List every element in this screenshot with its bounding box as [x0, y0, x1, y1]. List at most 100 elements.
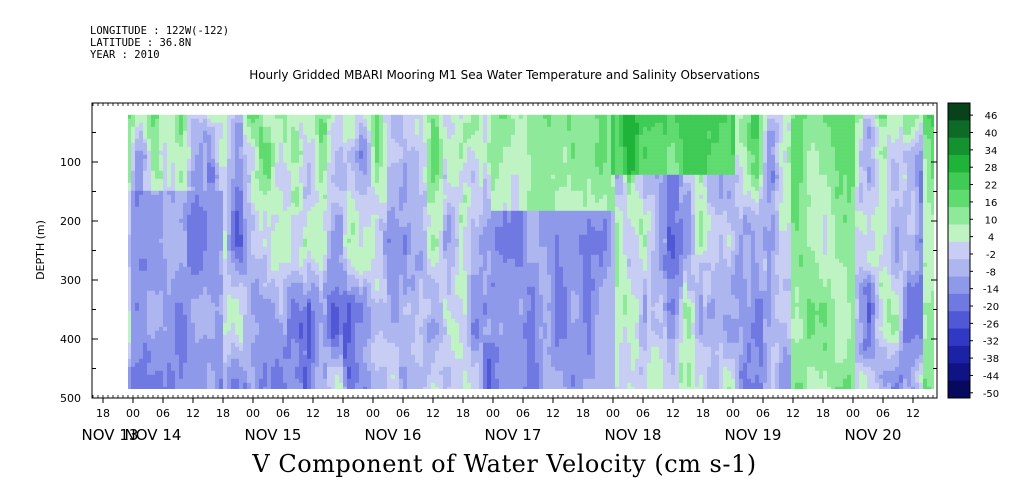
heatmap-cell [247, 302, 252, 308]
heatmap-cell [311, 274, 316, 280]
heatmap-cell [387, 118, 392, 124]
heatmap-cell [251, 230, 256, 236]
heatmap-cell [223, 322, 228, 328]
heatmap-cell [131, 230, 136, 236]
heatmap-cell [367, 306, 372, 312]
heatmap-cell [387, 298, 392, 304]
heatmap-cell [147, 258, 152, 264]
heatmap-cell [315, 114, 320, 120]
heatmap-cell [167, 186, 172, 192]
heatmap-cell [327, 182, 332, 188]
heatmap-cell [375, 270, 380, 276]
heatmap-cell [267, 298, 272, 304]
heatmap-cell [207, 302, 212, 308]
heatmap-cell [191, 198, 196, 204]
heatmap-cell [187, 154, 192, 160]
heatmap-cell [131, 286, 136, 292]
heatmap-cell [315, 370, 320, 376]
heatmap-cell [163, 242, 168, 248]
heatmap-cell [307, 310, 312, 316]
heatmap-cell [303, 162, 308, 168]
heatmap-cell [387, 226, 392, 232]
heatmap-cell [167, 314, 172, 320]
heatmap-cell [287, 166, 292, 172]
heatmap-cell [131, 226, 136, 232]
heatmap-cell [191, 310, 196, 316]
heatmap-cell [175, 306, 180, 312]
heatmap-cell [163, 234, 168, 240]
heatmap-cell [335, 294, 340, 300]
heatmap-cell [315, 158, 320, 164]
heatmap-cell [371, 302, 376, 308]
heatmap-cell [379, 230, 384, 236]
heatmap-cell [291, 178, 296, 184]
heatmap-cell [259, 242, 264, 248]
heatmap-cell [295, 258, 300, 264]
heatmap-cell [331, 190, 336, 196]
heatmap-cell [163, 350, 168, 356]
heatmap-cell [287, 142, 292, 148]
heatmap-cell [235, 250, 240, 256]
heatmap-cell [379, 250, 384, 256]
heatmap-cell [179, 298, 184, 304]
heatmap-cell [327, 150, 332, 156]
heatmap-cell [295, 386, 300, 389]
heatmap-cell [283, 254, 288, 260]
heatmap-cell [331, 214, 336, 220]
heatmap-cell [227, 362, 232, 368]
heatmap-cell [183, 350, 188, 356]
heatmap-cell [403, 350, 408, 356]
heatmap-cell [399, 234, 404, 240]
heatmap-cell [255, 174, 260, 180]
heatmap-cell [203, 314, 208, 320]
heatmap-cell [295, 346, 300, 352]
heatmap-cell [383, 346, 388, 352]
heatmap-cell [183, 290, 188, 296]
heatmap-cell [279, 230, 284, 236]
heatmap-cell [283, 218, 288, 224]
heatmap-cell [375, 310, 380, 316]
heatmap-cell [335, 134, 340, 140]
heatmap-cell [355, 210, 360, 216]
heatmap-cell [167, 326, 172, 332]
heatmap-cell [263, 142, 268, 148]
heatmap-cell [287, 318, 292, 324]
heatmap-cell [267, 190, 272, 196]
heatmap-cell [259, 354, 264, 360]
heatmap-cell [335, 254, 340, 260]
heatmap-cell [207, 134, 212, 140]
heatmap-cell [123, 219, 128, 224]
heatmap-cell [323, 146, 328, 152]
heatmap-cell [187, 130, 192, 136]
heatmap-cell [267, 246, 272, 252]
heatmap-cell [239, 378, 244, 384]
heatmap-cell [335, 286, 340, 292]
heatmap-cell [179, 362, 184, 368]
heatmap-cell [327, 274, 332, 280]
heatmap-cell [371, 194, 376, 200]
heatmap-cell [187, 142, 192, 148]
heatmap-cell [335, 366, 340, 372]
heatmap-cell [251, 114, 256, 120]
heatmap-cell [331, 350, 336, 356]
heatmap-cell [243, 134, 248, 140]
heatmap-cell [131, 274, 136, 280]
heatmap-cell [271, 222, 276, 228]
heatmap-cell [187, 290, 192, 296]
heatmap-cell [267, 186, 272, 192]
heatmap-cell [231, 310, 236, 316]
heatmap-cell [263, 298, 268, 304]
heatmap-cell [331, 206, 336, 212]
heatmap-cell [323, 358, 328, 364]
heatmap-cell [175, 206, 180, 212]
heatmap-cell [151, 366, 156, 372]
heatmap-cell [331, 338, 336, 344]
heatmap-cell [167, 166, 172, 172]
heatmap-cell [135, 366, 140, 372]
heatmap-cell [403, 322, 408, 328]
heatmap-cell [243, 282, 248, 288]
heatmap-cell [399, 182, 404, 188]
heatmap-cell [347, 190, 352, 196]
heatmap-cell [251, 374, 256, 380]
heatmap-cell [403, 270, 408, 276]
